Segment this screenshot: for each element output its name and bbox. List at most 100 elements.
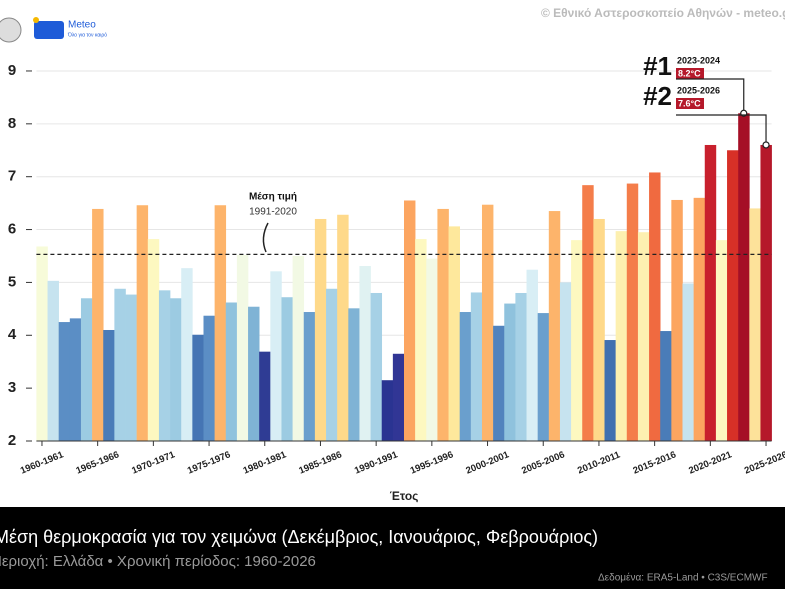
mean-period: 1991-2020 xyxy=(249,207,297,218)
bar xyxy=(604,340,616,441)
bar xyxy=(481,204,494,441)
bar xyxy=(248,306,260,441)
rank-value-box xyxy=(676,98,704,109)
bar xyxy=(36,246,48,441)
bar xyxy=(715,240,728,441)
seal-logo xyxy=(0,17,22,43)
rank-connector xyxy=(676,114,767,145)
bar xyxy=(448,226,460,441)
brand: Meteo xyxy=(68,20,96,31)
bar xyxy=(515,292,527,441)
bar xyxy=(170,298,182,441)
bar xyxy=(203,315,215,441)
bar xyxy=(136,205,149,441)
bar xyxy=(593,218,605,441)
bar xyxy=(214,205,227,441)
rank-connector xyxy=(676,78,745,114)
brand-tagline: Όλο για τον καιρό xyxy=(67,31,107,38)
footer xyxy=(0,507,785,589)
bar xyxy=(326,288,338,441)
bar xyxy=(548,211,561,441)
bar xyxy=(259,351,271,441)
bar xyxy=(493,325,505,441)
bar xyxy=(615,231,628,441)
bar xyxy=(559,282,572,441)
bar xyxy=(704,144,717,441)
bar xyxy=(671,199,683,441)
bar xyxy=(158,290,171,441)
y-tick-label: 6 xyxy=(8,221,16,238)
x-axis-label: Έτος xyxy=(390,489,419,503)
rank: #1 xyxy=(643,51,672,81)
rank-period: 2025-2026 xyxy=(677,85,720,95)
bar xyxy=(626,183,639,441)
brand-logo xyxy=(34,21,64,39)
rank-value: 8.2°C xyxy=(678,68,701,78)
bar xyxy=(749,208,761,441)
bar xyxy=(381,380,394,441)
y-tick-label: 8 xyxy=(8,115,16,132)
bar xyxy=(537,313,550,441)
bar xyxy=(459,312,472,441)
bar xyxy=(404,200,416,441)
y-tick-label: 9 xyxy=(8,62,16,79)
rank-period: 2023-2024 xyxy=(677,55,720,65)
chart-title: Μέση θερμοκρασία για τον χειμώνα (Δεκέμβ… xyxy=(0,527,598,547)
bar xyxy=(760,144,772,441)
bar xyxy=(125,294,137,441)
y-tick-label: 3 xyxy=(8,379,16,396)
chart-subtitle: Περιοχή: Ελλάδα • Χρονική περίοδος: 1960… xyxy=(0,553,316,570)
bar xyxy=(649,172,661,441)
rank: #2 xyxy=(643,81,672,111)
bar xyxy=(526,269,538,441)
bar xyxy=(437,208,449,441)
credit: © Εθνικό Αστεροσκοπείο Αθηνών - meteo.gr xyxy=(541,6,785,20)
y-tick-label: 7 xyxy=(8,168,16,185)
bar xyxy=(147,239,160,441)
bar xyxy=(392,353,405,441)
rank-marker xyxy=(762,141,770,149)
bar xyxy=(114,288,126,441)
bar xyxy=(415,239,427,441)
source: Δεδομένα: ERA5-Land • C3S/ECMWF xyxy=(598,572,768,584)
y-tick-label: 5 xyxy=(8,273,16,290)
y-tick-label: 2 xyxy=(8,432,16,449)
y-tick-label: 4 xyxy=(8,326,17,343)
bar xyxy=(47,280,59,441)
bar xyxy=(426,258,438,441)
bar xyxy=(270,271,282,441)
mean-label: Μέση τιμή xyxy=(249,192,297,203)
bar xyxy=(571,240,583,441)
bar xyxy=(58,322,71,441)
bar xyxy=(314,218,327,441)
bar xyxy=(727,150,739,441)
bar xyxy=(359,266,371,441)
bar xyxy=(181,268,193,441)
bar xyxy=(69,318,82,441)
bar xyxy=(582,185,594,441)
bar xyxy=(292,255,305,441)
bar xyxy=(470,292,483,441)
bar xyxy=(637,232,650,441)
bar xyxy=(92,208,104,441)
bar xyxy=(281,297,293,441)
bar xyxy=(103,329,115,441)
bar xyxy=(693,197,706,441)
bar xyxy=(192,334,204,441)
bar xyxy=(303,312,316,441)
bar xyxy=(738,113,750,441)
bar xyxy=(337,214,349,441)
bar xyxy=(80,298,93,441)
bar xyxy=(660,331,672,441)
bar xyxy=(682,283,694,441)
bar xyxy=(348,308,360,441)
bar xyxy=(370,292,383,441)
bar xyxy=(225,302,238,441)
brand-sun xyxy=(33,17,39,23)
bar xyxy=(504,303,516,441)
bar xyxy=(236,254,249,441)
rank-value-box xyxy=(676,68,704,79)
mean-pointer xyxy=(262,222,269,253)
rank-value: 7.6°C xyxy=(678,98,701,108)
